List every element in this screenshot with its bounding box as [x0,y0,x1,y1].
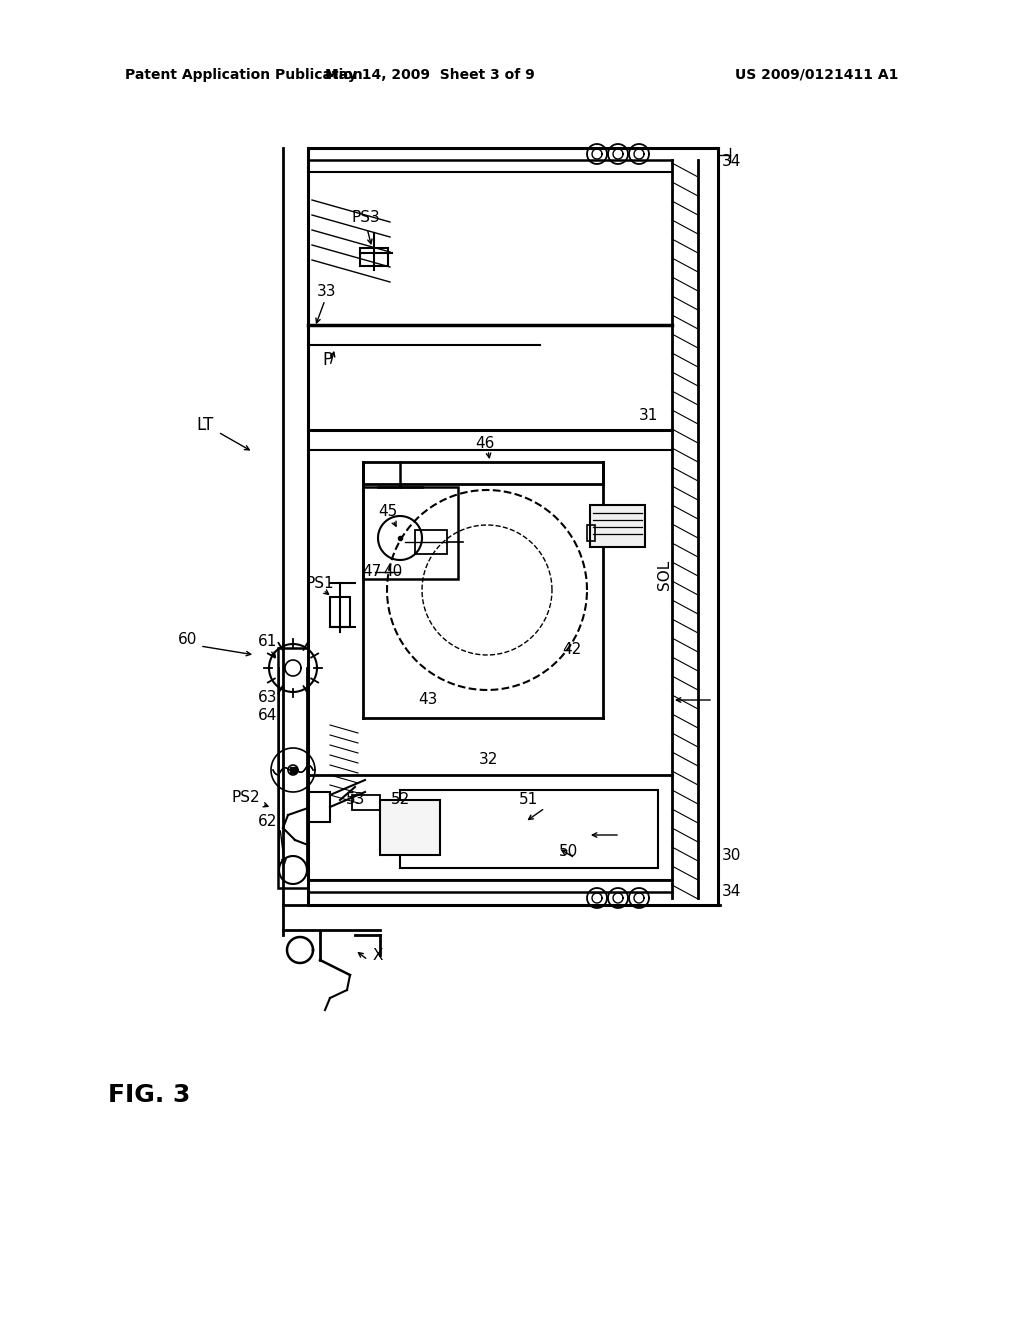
Text: 64: 64 [258,708,278,722]
Text: FIG. 3: FIG. 3 [108,1082,190,1107]
Bar [362,487,458,579]
Text: 31: 31 [638,408,657,422]
Text: 34: 34 [722,154,741,169]
Bar [352,795,380,810]
Text: 32: 32 [478,752,498,767]
Polygon shape [288,766,298,775]
Bar [330,597,350,627]
Text: PS3: PS3 [351,210,380,226]
Text: LT: LT [197,416,214,434]
Bar [278,648,308,888]
Text: May 14, 2009  Sheet 3 of 9: May 14, 2009 Sheet 3 of 9 [326,69,535,82]
Text: 46: 46 [475,436,495,450]
Text: 42: 42 [562,643,582,657]
Text: 60: 60 [178,632,198,648]
Text: PS1: PS1 [306,576,334,590]
Text: 47: 47 [362,565,382,579]
Bar [362,462,603,484]
Text: 30: 30 [722,847,741,862]
Text: 43: 43 [419,693,437,708]
Text: 61: 61 [258,635,278,649]
Text: 33: 33 [317,285,337,300]
Text: 53: 53 [346,792,366,808]
Text: X: X [373,948,383,962]
Text: 62: 62 [258,814,278,829]
Text: 51: 51 [518,792,538,808]
Text: 40: 40 [383,565,402,579]
Text: US 2009/0121411 A1: US 2009/0121411 A1 [735,69,898,82]
Bar [308,792,330,822]
Text: 45: 45 [379,504,397,520]
Text: SOL: SOL [657,560,673,590]
Text: P: P [322,351,332,370]
Bar [360,248,388,267]
Text: 50: 50 [558,845,578,859]
Text: 34: 34 [722,884,741,899]
Text: Patent Application Publication: Patent Application Publication [125,69,362,82]
Bar [400,789,658,869]
Text: 52: 52 [390,792,410,808]
Bar [590,506,645,546]
Text: 63: 63 [258,690,278,705]
Bar [380,800,440,855]
Text: PS2: PS2 [231,791,260,805]
Bar [587,525,595,541]
Bar [415,531,447,554]
